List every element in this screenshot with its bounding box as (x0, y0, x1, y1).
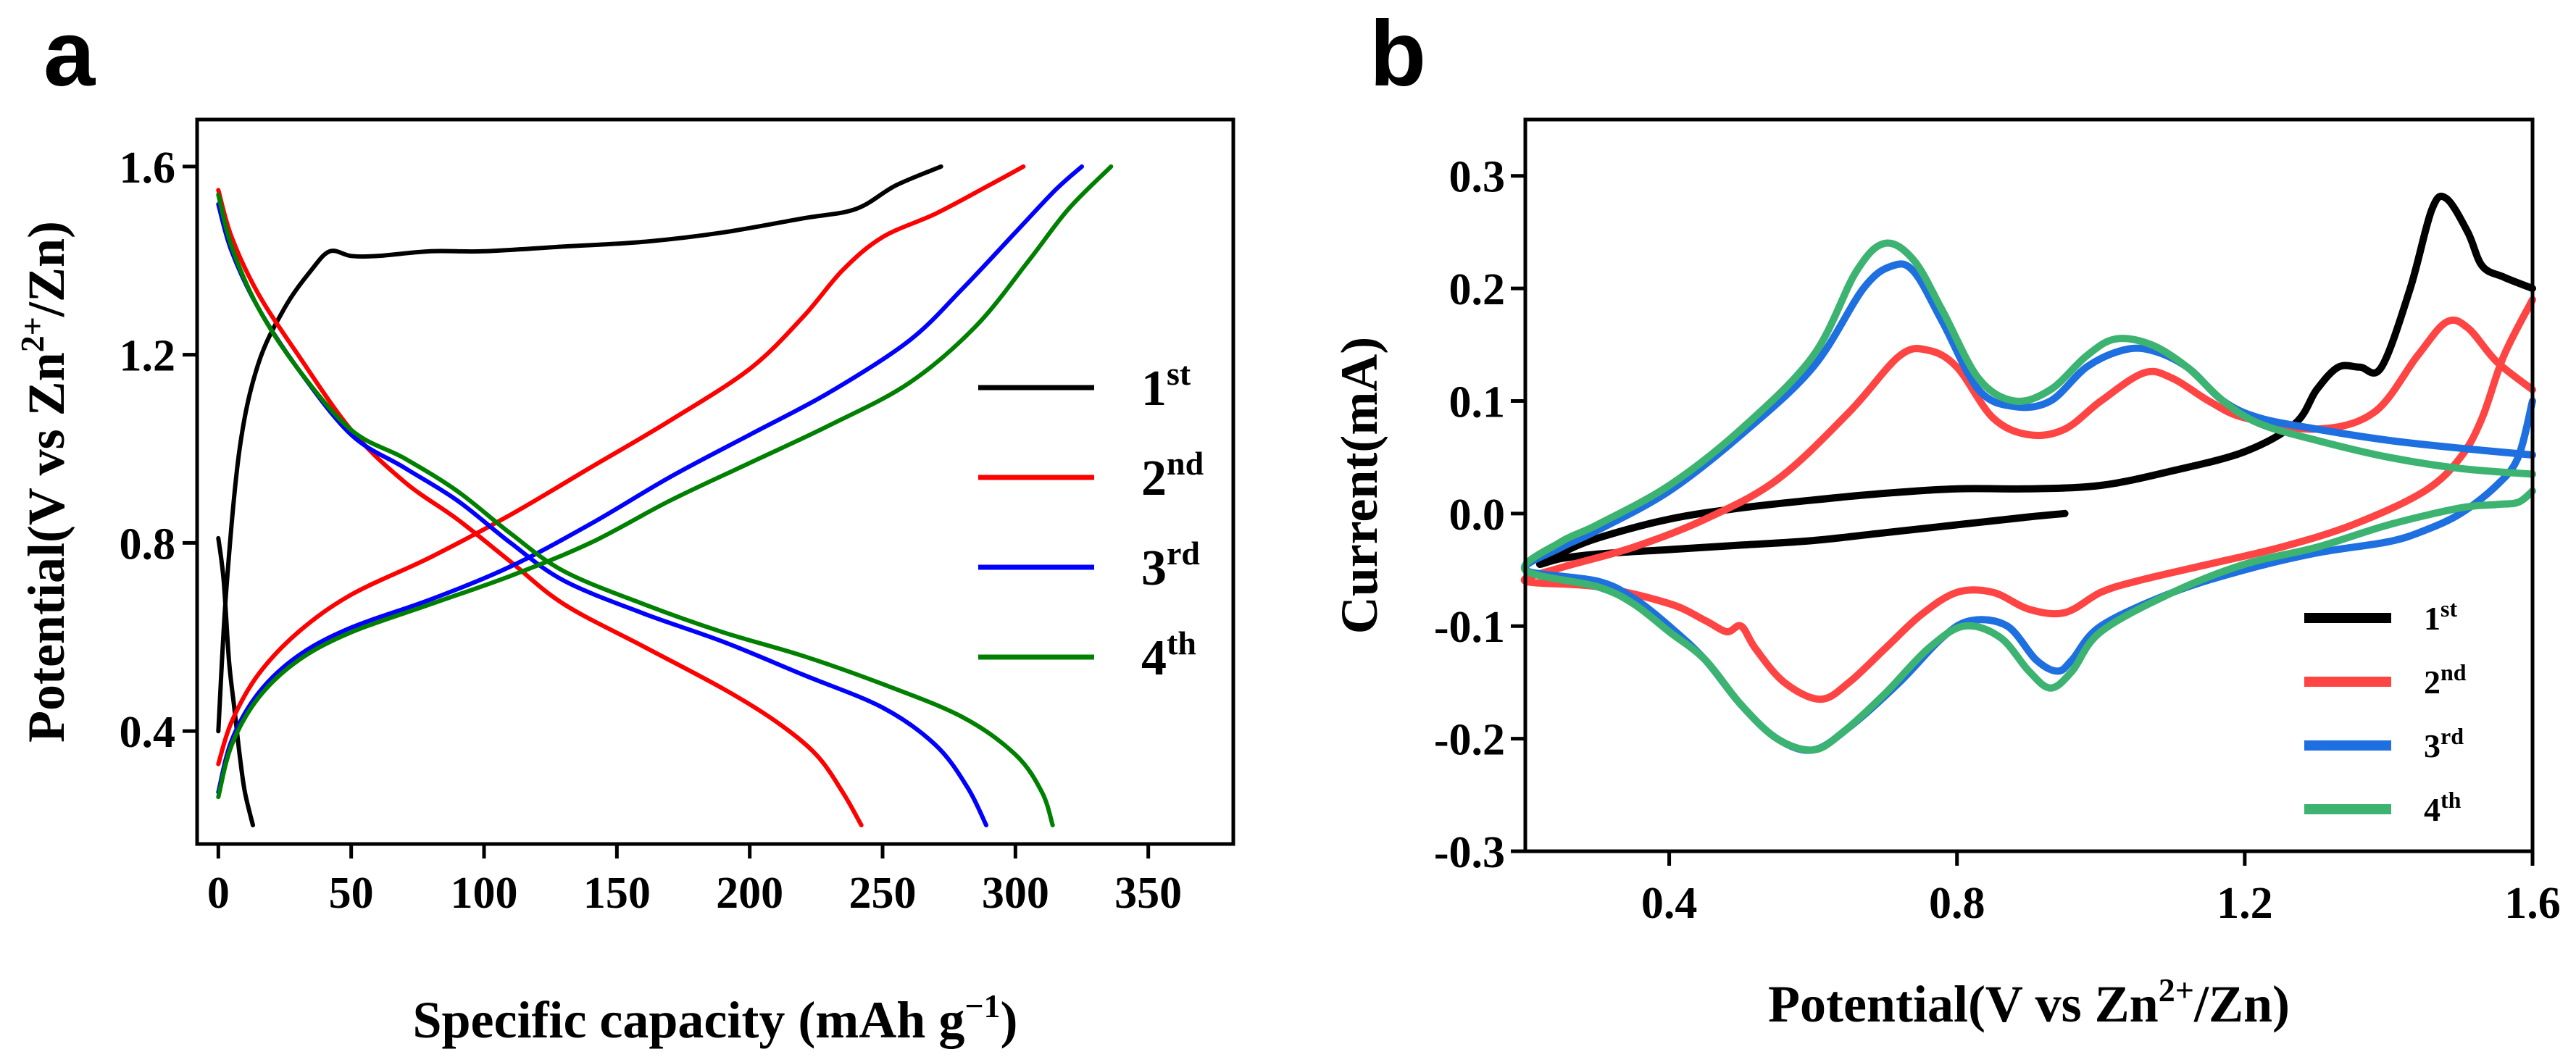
series-3rd-discharge-curve (216, 201, 988, 827)
legend-label-3rd: 3rd (1141, 535, 1200, 596)
y-tick-label: -0.1 (1434, 603, 1505, 652)
panel-b-frame (1523, 117, 2535, 853)
series-1st-cv-curve (1535, 192, 2536, 568)
y-tick-label: 1.2 (120, 332, 176, 381)
panel-a-y-axis-title: Potential(V vs Zn2+/Zn) (14, 221, 75, 743)
x-tick-label: 0.4 (1641, 879, 1698, 928)
series-4th-charge-curve (216, 164, 1114, 800)
x-tick-label: 200 (716, 869, 783, 918)
y-tick-label: 0.3 (1449, 153, 1506, 202)
panel-a-label: a (43, 2, 96, 106)
legend-label-2nd: 2nd (1141, 445, 1204, 506)
panel-b-lines (1520, 192, 2536, 754)
legend-label-4th: 4th (1141, 624, 1196, 686)
series-2nd-discharge-curve (216, 188, 864, 827)
x-tick-label: 50 (329, 869, 374, 918)
y-tick-label: 0.0 (1449, 490, 1506, 540)
panel-a-lines (216, 164, 1114, 827)
panel-b-y-ticks: -0.3 -0.2 -0.1 0.0 0.1 0.2 0.3 (1434, 153, 1525, 877)
y-tick-label: -0.3 (1434, 828, 1505, 877)
y-tick-label: 0.4 (120, 708, 176, 757)
series-1st-charge-curve (216, 164, 943, 734)
legend-label-2nd: 2nd (2424, 659, 2467, 701)
x-tick-label: 100 (451, 869, 518, 918)
panel-b-x-ticks: 0.4 0.8 1.2 1.6 (1641, 851, 2561, 928)
panel-b-legend: 1st 2nd 3rd 4th (2304, 596, 2467, 828)
panel-a-x-axis-title: Specific capacity (mAh g−1) (412, 987, 1017, 1049)
legend-label-1st: 1st (1141, 355, 1191, 417)
y-tick-label: -0.2 (1434, 716, 1505, 765)
legend-label-1st: 1st (2424, 596, 2457, 637)
legend-label-4th: 4th (2424, 787, 2462, 828)
x-tick-label: 0.8 (1929, 879, 1985, 928)
panel-a-x-ticks: 0 50 100 150 200 250 300 350 (207, 844, 1182, 918)
series-1st-discharge-curve (216, 535, 255, 827)
x-tick-label: 1.6 (2504, 879, 2561, 928)
y-tick-label: 1.6 (120, 143, 176, 193)
series-2nd-charge-curve (216, 164, 1026, 766)
x-tick-label: 350 (1114, 869, 1182, 918)
y-tick-label: 0.8 (120, 519, 176, 569)
panel-a-frame (195, 117, 1235, 846)
legend-label-3rd: 3rd (2424, 723, 2464, 764)
y-tick-label: 0.2 (1449, 265, 1506, 314)
panel-a-y-ticks: 0.4 0.8 1.2 1.6 (120, 143, 197, 757)
panel-b-y-axis-title: Current(mA) (1330, 337, 1388, 635)
x-tick-label: 150 (583, 869, 651, 918)
x-tick-label: 0 (207, 869, 230, 918)
series-3rd-charge-curve (216, 164, 1084, 795)
x-tick-label: 300 (982, 869, 1049, 918)
x-tick-label: 1.2 (2217, 879, 2273, 928)
panel-b-label: b (1370, 2, 1426, 106)
series-4th-cv-curve (1520, 239, 2536, 754)
panel-a-legend: 1st 2nd 3rd 4th (978, 355, 1204, 686)
panel-b: b 0.4 0.8 1.2 1.6 -0.3-0.2-0.10.00.10.20.3 … (1330, 2, 2561, 1033)
x-tick-label: 250 (849, 869, 917, 918)
y-tick-label: 0.1 (1449, 377, 1506, 427)
panel-b-x-axis-title: Potential(V vs Zn2+/Zn) (1768, 972, 2290, 1033)
series-4th-discharge-curve (216, 192, 1055, 827)
panel-a: a 0 50 100 150 200 250 300 350 0.4 0.8 1.2 1.6 Spe… (14, 2, 1235, 1049)
